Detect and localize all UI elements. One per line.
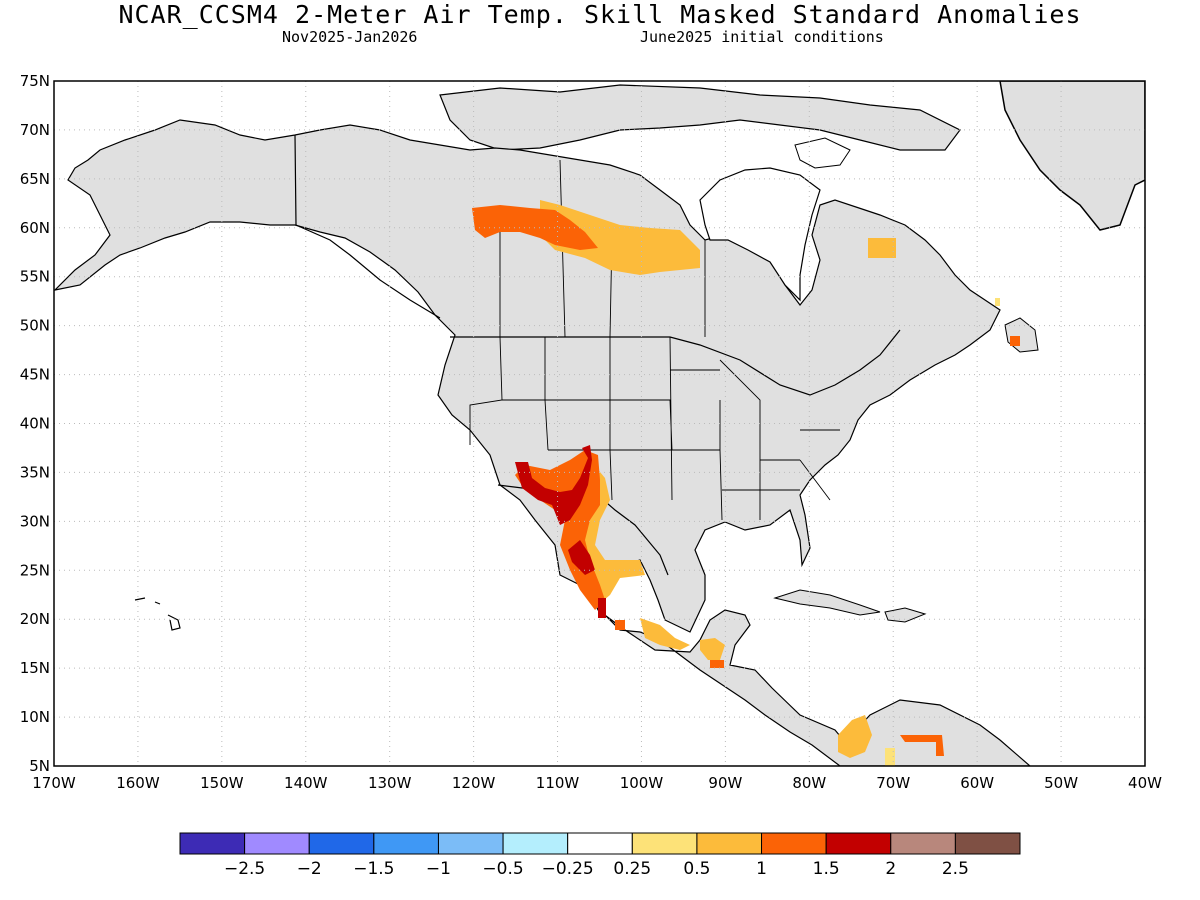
anomaly-venezuela-2 [885, 748, 895, 766]
colorbar-label: 0.5 [683, 859, 710, 879]
foxe-basin [794, 137, 851, 169]
colorbar-swatch [179, 832, 246, 855]
lon-label: 90W [708, 774, 742, 792]
lat-label: 35N [20, 463, 50, 481]
latitude-labels: 75N 70N 65N 60N 55N 50N 45N 40N 35N 30N 25N 20N 15N 1… [20, 72, 50, 775]
lon-label: 40W [1128, 774, 1162, 792]
colorbar-swatch [954, 832, 1021, 855]
anomaly-labrador [995, 298, 1000, 306]
cuba [773, 589, 881, 616]
us-canada-border [450, 329, 901, 396]
colorbar-swatch [437, 832, 504, 855]
anomaly-venezuela [900, 735, 944, 756]
lat-label: 25N [20, 561, 50, 579]
lon-label: 100W [620, 774, 664, 792]
lat-label: 60N [20, 219, 50, 237]
lat-label: 70N [20, 121, 50, 139]
colorbar-label: 1 [756, 859, 767, 879]
lon-label: 130W [368, 774, 412, 792]
anomaly-canada-light [540, 200, 700, 275]
anomaly-colombia [838, 715, 872, 758]
land-layer [54, 81, 1145, 766]
anomaly-newfoundland [1010, 336, 1020, 346]
anomaly-guatemala [700, 638, 725, 660]
colorbar-label: −2 [297, 859, 322, 879]
colorbar-labels: −2.5 −2 −1.5 −1 −0.5 −0.25 0.25 0.5 1 1.5 2 2.5 [224, 859, 969, 879]
colorbar-label: 1.5 [813, 859, 840, 879]
longitude-labels: 170W 160W 150W 140W 130W 120W 110W 100W 90W 80W 70… [32, 774, 1162, 792]
colorbar-swatch [244, 832, 310, 855]
lon-label: 50W [1044, 774, 1078, 792]
colorbar-swatch [502, 832, 569, 855]
map-frame [53, 80, 1146, 767]
us-state-lines [469, 336, 840, 521]
colorbar-label: −1 [426, 859, 451, 879]
anomaly-guatemala-strong [710, 660, 724, 668]
colorbar-swatch [567, 832, 633, 855]
colorbar-swatch [631, 832, 698, 855]
map-grid [54, 81, 1145, 766]
hudson-bay [699, 167, 821, 302]
anomaly-quebec [868, 238, 896, 258]
hawaii-islands [134, 597, 181, 631]
anomaly-layer [472, 200, 1020, 766]
greenland-land [999, 81, 1145, 231]
lon-label: 120W [452, 774, 496, 792]
lat-label: 45N [20, 366, 50, 384]
colorbar-label: 2 [885, 859, 896, 879]
arctic-islands [439, 84, 961, 151]
lon-label: 140W [284, 774, 328, 792]
north-america-land [54, 119, 1031, 766]
anomaly-mexico-south [615, 620, 625, 630]
hispaniola [884, 607, 927, 623]
newfoundland [1004, 317, 1039, 353]
colorbar [179, 832, 1021, 855]
anomaly-mexico-darkest [568, 540, 595, 575]
lat-label: 55N [20, 268, 50, 286]
lon-label: 110W [536, 774, 580, 792]
colorbar-label: −0.25 [542, 859, 594, 879]
lon-label: 150W [200, 774, 244, 792]
lat-label: 65N [20, 170, 50, 188]
colorbar-swatch [761, 832, 827, 855]
lat-label: 5N [29, 757, 50, 775]
colorbar-swatch [373, 832, 439, 855]
lon-label: 80W [792, 774, 826, 792]
lat-label: 10N [20, 708, 50, 726]
initial-conditions: June2025 initial conditions [640, 28, 884, 46]
lat-label: 20N [20, 610, 50, 628]
anomaly-central-america [640, 618, 690, 650]
colorbar-label: −0.5 [482, 859, 523, 879]
colorbar-label: 0.25 [613, 859, 651, 879]
lon-label: 60W [960, 774, 994, 792]
lon-label: 160W [116, 774, 160, 792]
lat-label: 75N [20, 72, 50, 90]
colorbar-label: −2.5 [224, 859, 265, 879]
colorbar-label: −1.5 [353, 859, 394, 879]
lon-label: 70W [876, 774, 910, 792]
alaska-canada-border [294, 134, 441, 319]
lat-label: 15N [20, 659, 50, 677]
map-title: NCAR_CCSM4 2-Meter Air Temp. Skill Maske… [118, 0, 1082, 29]
lat-label: 50N [20, 317, 50, 335]
lat-label: 30N [20, 512, 50, 530]
colorbar-swatch [308, 832, 375, 855]
colorbar-label: 2.5 [942, 859, 969, 879]
colorbar-swatch [825, 832, 892, 855]
colorbar-swatch [696, 832, 763, 855]
colorbar-swatch [890, 832, 956, 855]
forecast-period: Nov2025-Jan2026 [282, 28, 418, 46]
lon-label: 170W [32, 774, 76, 792]
lat-label: 40N [20, 415, 50, 433]
borders [294, 134, 901, 576]
anomaly-sw-darkest [515, 445, 592, 525]
anomaly-mexico-coast [598, 598, 606, 618]
